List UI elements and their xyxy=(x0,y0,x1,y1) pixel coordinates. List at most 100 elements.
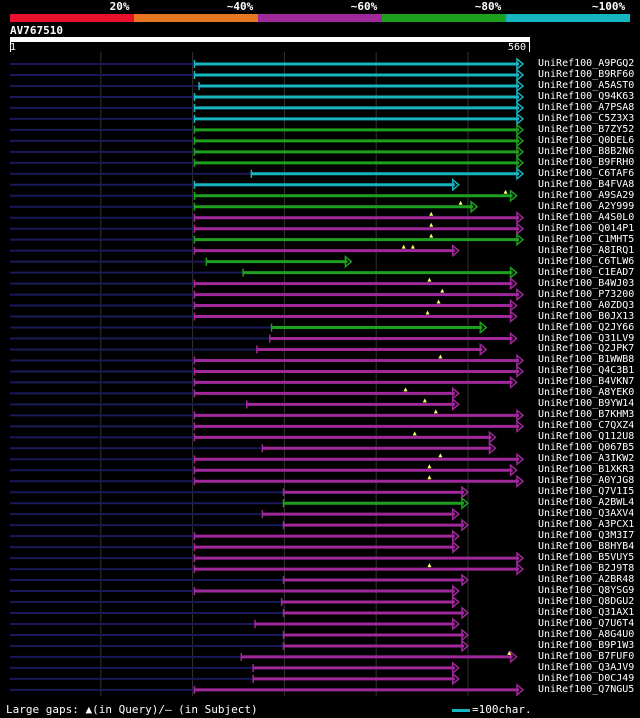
query-gap-marker xyxy=(458,200,463,205)
query-gap-marker xyxy=(436,299,441,304)
hit-label[interactable]: UniRef100_A9PGQ2 xyxy=(538,58,635,69)
hit-label[interactable]: UniRef100_A8IRQ1 xyxy=(538,244,635,256)
hit-label[interactable]: UniRef100_Q8DGU2 xyxy=(538,596,635,608)
large-gaps-note: Large gaps: ▲(in Query)/— (in Subject) xyxy=(6,703,258,716)
hit-label[interactable]: UniRef100_B1XKR3 xyxy=(538,464,635,476)
hit-label[interactable]: UniRef100_B4VKN7 xyxy=(538,376,635,388)
hit-label[interactable]: UniRef100_C7QXZ4 xyxy=(538,420,635,432)
hit-label[interactable]: UniRef100_A8G4U0 xyxy=(538,628,635,640)
legend-label: ~60% xyxy=(350,0,378,13)
hit-label[interactable]: UniRef100_D0CJ49 xyxy=(538,672,635,684)
scale-key-label: =100char. xyxy=(472,703,532,716)
hit-label[interactable]: UniRef100_C6TAF6 xyxy=(538,167,635,179)
hit-arrow-head xyxy=(516,287,525,302)
query-gap-marker xyxy=(412,431,417,436)
hit-label[interactable]: UniRef100_A5AST0 xyxy=(538,79,635,91)
hit-label[interactable]: UniRef100_Q7NGU5 xyxy=(538,683,635,695)
hit-arrow-head xyxy=(452,507,460,521)
hit-label[interactable]: UniRef100_Q2JPK7 xyxy=(538,343,635,355)
hit-label[interactable]: UniRef100_Q067B5 xyxy=(538,442,635,454)
scale-key-line xyxy=(452,709,470,712)
hit-label[interactable]: UniRef100_B9YW14 xyxy=(538,398,635,410)
hit-label[interactable]: UniRef100_B0JX13 xyxy=(538,310,635,322)
hit-label[interactable]: UniRef100_B8HYB4 xyxy=(538,541,635,553)
hit-arrow-head xyxy=(516,57,525,71)
query-gap-marker xyxy=(438,354,443,359)
ruler-tick-end xyxy=(529,42,530,52)
hit-label[interactable]: UniRef100_Q3AXV4 xyxy=(538,508,635,520)
hit-label[interactable]: UniRef100_B2J9T8 xyxy=(538,563,635,575)
hit-label[interactable]: UniRef100_Q112U8 xyxy=(538,431,635,443)
hit-label[interactable]: UniRef100_A0YJG8 xyxy=(538,475,635,487)
hit-arrow-head xyxy=(516,101,525,115)
hit-label[interactable]: UniRef100_C6TLW6 xyxy=(538,255,635,267)
hit-label[interactable]: UniRef100_A0ZDQ3 xyxy=(538,299,635,311)
hit-label[interactable]: UniRef100_B7ZY52 xyxy=(538,123,635,135)
hit-label[interactable]: UniRef100_A2BR48 xyxy=(538,574,635,586)
hit-arrow-head xyxy=(516,222,525,236)
hit-label[interactable]: UniRef100_A2BWL4 xyxy=(538,497,635,509)
hit-arrow-head xyxy=(516,562,525,576)
query-gap-marker xyxy=(438,453,443,458)
hit-arrow-head xyxy=(461,639,470,653)
hit-label[interactable]: UniRef100_Q31LV9 xyxy=(538,332,635,344)
hit-arrow-head xyxy=(509,463,518,477)
hit-label[interactable]: UniRef100_C1MHT5 xyxy=(538,233,635,245)
hit-label[interactable]: UniRef100_B7FUF0 xyxy=(538,650,635,662)
hit-label[interactable]: UniRef100_Q8YSG9 xyxy=(538,585,635,597)
hit-label[interactable]: UniRef100_B7KHM3 xyxy=(538,409,635,421)
query-gap-marker xyxy=(425,310,430,315)
hit-label[interactable]: UniRef100_A4S0L0 xyxy=(538,211,635,223)
hit-label[interactable]: UniRef100_Q2JY66 xyxy=(538,321,635,333)
ruler-start-label: 1 xyxy=(10,42,17,53)
hit-arrow-head xyxy=(452,672,460,686)
hit-arrow-head xyxy=(461,628,470,642)
hit-arrow-head xyxy=(509,650,518,664)
hit-label[interactable]: UniRef100_Q7U6T4 xyxy=(538,617,635,629)
hit-label[interactable]: UniRef100_A8YEK0 xyxy=(538,387,635,399)
hit-label[interactable]: UniRef100_Q3M3I7 xyxy=(538,530,635,542)
hit-label[interactable]: UniRef100_A9SA29 xyxy=(538,189,635,201)
hit-label[interactable]: UniRef100_Q014P1 xyxy=(538,222,635,234)
hit-label[interactable]: UniRef100_Q7V1I5 xyxy=(538,486,635,498)
query-gap-marker xyxy=(427,563,432,568)
hit-label[interactable]: UniRef100_A2Y999 xyxy=(538,200,635,212)
query-gap-marker xyxy=(427,464,432,469)
hit-label[interactable]: UniRef100_A3IKW2 xyxy=(538,453,635,465)
hit-label[interactable]: UniRef100_B9FRH0 xyxy=(538,156,635,168)
hit-label[interactable]: UniRef100_Q94K63 xyxy=(538,90,635,102)
hit-label[interactable]: UniRef100_Q3AJV9 xyxy=(538,661,635,673)
legend-segment xyxy=(134,14,258,22)
hit-arrow-head xyxy=(452,661,460,675)
query-gap-marker xyxy=(422,398,427,403)
hit-arrow-head xyxy=(509,266,518,280)
hit-label[interactable]: UniRef100_C1EAD7 xyxy=(538,266,635,278)
hit-label[interactable]: UniRef100_B9RF60 xyxy=(538,68,635,80)
hit-arrow-head xyxy=(452,617,460,631)
hit-arrow-head xyxy=(461,518,470,532)
hit-arrow-head xyxy=(516,145,525,159)
ruler-tick-start xyxy=(10,42,11,52)
hit-label[interactable]: UniRef100_C5Z3X3 xyxy=(538,112,635,124)
hit-label[interactable]: UniRef100_B9P1W3 xyxy=(538,639,635,651)
hit-label[interactable]: UniRef100_A3PCX1 xyxy=(538,519,635,531)
hit-label[interactable]: UniRef100_Q4C3B1 xyxy=(538,365,635,377)
hit-label[interactable]: UniRef100_Q31AX1 xyxy=(538,607,635,618)
query-gap-marker xyxy=(403,387,408,392)
hit-arrow-head xyxy=(452,386,460,401)
query-gap-marker xyxy=(429,211,434,216)
hit-label[interactable]: UniRef100_A7PSA8 xyxy=(538,101,635,113)
hit-label[interactable]: UniRef100_Q0DEL6 xyxy=(538,134,635,146)
hit-label[interactable]: UniRef100_B1WWB8 xyxy=(538,354,635,366)
hit-label[interactable]: UniRef100_B5VUY5 xyxy=(538,552,635,564)
hit-arrow-head xyxy=(516,156,525,170)
hit-label[interactable]: UniRef100_B8B2N6 xyxy=(538,145,635,157)
legend-segment xyxy=(506,14,630,22)
hit-label[interactable]: UniRef100_P73200 xyxy=(538,288,635,300)
query-gap-marker xyxy=(440,288,445,293)
ruler-end-label: 560 xyxy=(508,42,527,53)
hit-label[interactable]: UniRef100_B4WJ03 xyxy=(538,277,635,289)
hit-label[interactable]: UniRef100_B4FVA8 xyxy=(538,178,635,190)
hit-arrow-head xyxy=(452,595,460,609)
hit-arrow-head xyxy=(516,112,525,126)
